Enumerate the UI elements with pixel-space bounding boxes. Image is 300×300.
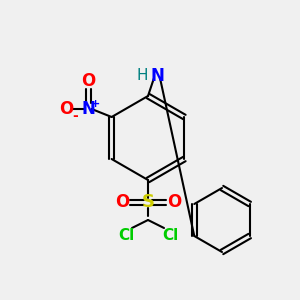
Text: O: O — [59, 100, 74, 118]
Text: N: N — [82, 100, 96, 118]
Text: -: - — [72, 109, 77, 123]
Text: O: O — [167, 193, 181, 211]
Text: H: H — [136, 68, 148, 83]
Text: N: N — [150, 67, 164, 85]
Text: Cl: Cl — [118, 229, 134, 244]
Text: O: O — [115, 193, 129, 211]
Text: O: O — [82, 72, 96, 90]
Text: +: + — [91, 99, 100, 109]
Text: S: S — [142, 193, 154, 211]
Text: Cl: Cl — [162, 229, 178, 244]
